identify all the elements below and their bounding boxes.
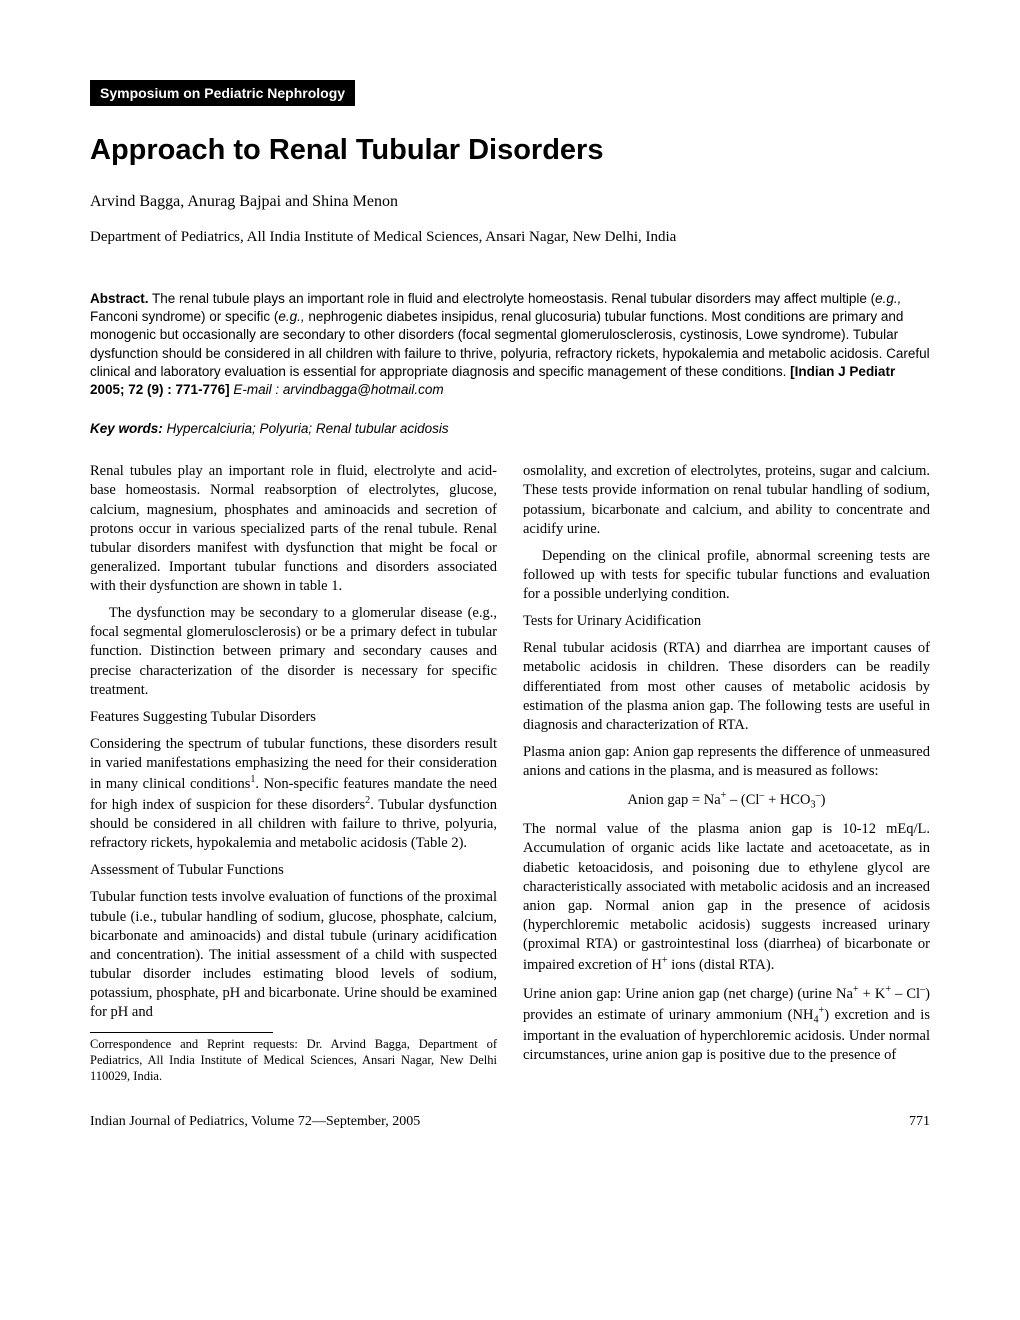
p9b: ions (distal RTA). xyxy=(668,957,775,973)
abstract-eg1: e.g., xyxy=(875,291,901,306)
abstract-text-2: Fanconi syndrome) or specific ( xyxy=(90,309,278,324)
assessment-p2: osmolality, and excretion of electrolyte… xyxy=(523,462,930,539)
nh4-sub: 4 xyxy=(813,1015,818,1026)
assessment-p3: Depending on the clinical profile, abnor… xyxy=(523,547,930,604)
p10b: + K xyxy=(859,986,886,1002)
formula-end: ) xyxy=(821,792,826,808)
abstract-text-1: The renal tubule plays an important role… xyxy=(149,291,876,306)
keywords-text: Hypercalciuria; Polyuria; Renal tubular … xyxy=(163,421,449,436)
acidification-p1: Renal tubular acidosis (RTA) and diarrhe… xyxy=(523,639,930,735)
formula-pre: Anion gap = Na xyxy=(628,792,721,808)
footer-journal: Indian Journal of Pediatrics, Volume 72—… xyxy=(90,1114,420,1130)
formula-mid1: – (Cl xyxy=(726,792,759,808)
abstract: Abstract. The renal tubule plays an impo… xyxy=(90,290,930,399)
anion-gap-formula: Anion gap = Na+ – (Cl– + HCO3–) xyxy=(523,789,930,812)
correspondence-block: Correspondence and Reprint requests: Dr.… xyxy=(90,1032,497,1084)
article-title: Approach to Renal Tubular Disorders xyxy=(90,134,930,167)
formula-hco3-sub: 3 xyxy=(811,800,816,811)
section-features-heading: Features Suggesting Tubular Disorders xyxy=(90,708,497,727)
keywords: Key words: Hypercalciuria; Polyuria; Ren… xyxy=(90,421,930,436)
p10c: – Cl xyxy=(891,986,920,1002)
symposium-tag: Symposium on Pediatric Nephrology xyxy=(90,80,355,106)
abstract-label: Abstract. xyxy=(90,291,149,306)
plasma-anion-gap-p: Plasma anion gap: Anion gap represents t… xyxy=(523,743,930,781)
correspondence-divider xyxy=(90,1032,273,1033)
formula-mid2: + HCO xyxy=(764,792,810,808)
abstract-eg2: e.g., xyxy=(278,309,304,324)
p9a: The normal value of the plasma anion gap… xyxy=(523,821,930,973)
section-acidification-heading: Tests for Urinary Acidification xyxy=(523,612,930,631)
footer-page-number: 771 xyxy=(909,1114,930,1130)
intro-p2: The dysfunction may be secondary to a gl… xyxy=(90,604,497,700)
keywords-label: Key words: xyxy=(90,421,163,436)
page-footer: Indian Journal of Pediatrics, Volume 72—… xyxy=(90,1114,930,1130)
correspondence-text: Correspondence and Reprint requests: Dr.… xyxy=(90,1037,497,1084)
affiliation: Department of Pediatrics, All India Inst… xyxy=(90,229,930,246)
section-assessment-heading: Assessment of Tubular Functions xyxy=(90,861,497,880)
abstract-email-label: E-mail : xyxy=(230,382,283,397)
intro-p1: Renal tubules play an important role in … xyxy=(90,462,497,596)
authors: Arvind Bagga, Anurag Bajpai and Shina Me… xyxy=(90,193,930,211)
abstract-email: arvindbagga@hotmail.com xyxy=(283,382,444,397)
plasma-anion-range-p: The normal value of the plasma anion gap… xyxy=(523,820,930,975)
urine-anion-gap-p: Urine anion gap: Urine anion gap (net ch… xyxy=(523,983,930,1065)
assessment-p1: Tubular function tests involve evaluatio… xyxy=(90,888,497,1022)
body-columns: Renal tubules play an important role in … xyxy=(90,462,930,1084)
features-p1: Considering the spectrum of tubular func… xyxy=(90,735,497,853)
p10a: Urine anion gap: Urine anion gap (net ch… xyxy=(523,986,853,1002)
